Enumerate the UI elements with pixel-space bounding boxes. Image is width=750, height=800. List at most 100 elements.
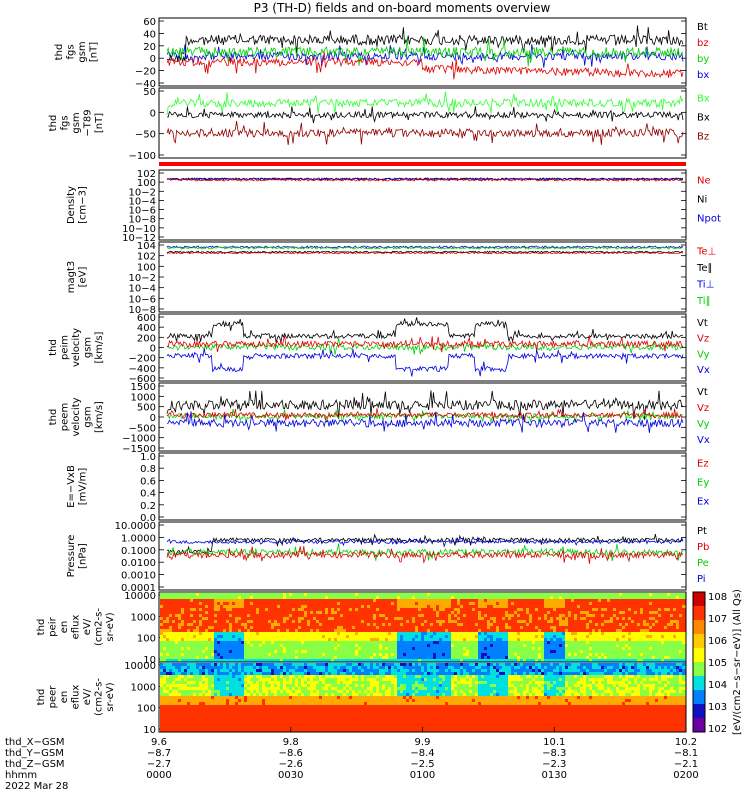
spectrogram-cell [667, 632, 671, 636]
spectrogram-cell [565, 653, 569, 657]
spectrogram-cell [454, 626, 458, 630]
spectrogram-cell [193, 596, 197, 600]
spectrogram-cell [385, 623, 389, 627]
spectrogram-cell [445, 644, 449, 648]
spectrogram-cell [481, 644, 485, 648]
spectrogram-cell [373, 647, 377, 651]
spectrogram-cell [442, 596, 446, 600]
spectrogram-cell [169, 666, 173, 670]
spectrogram-cell [646, 596, 650, 600]
spectrogram-cell [406, 608, 410, 612]
spectrogram-cell [325, 629, 329, 633]
spectrogram-cell [655, 608, 659, 612]
spectrogram-cell [382, 629, 386, 633]
spectrogram-cell [235, 720, 239, 724]
spectrogram-cell [214, 690, 218, 694]
spectrogram-cell [163, 635, 167, 639]
spectrogram-cell [499, 632, 503, 636]
spectrogram-cell [319, 611, 323, 615]
y-tick-label: 100 [137, 634, 156, 645]
spectrogram-cell [583, 593, 587, 597]
spectrogram-cell [427, 626, 431, 630]
spectrogram-cell [484, 620, 488, 624]
spectrogram-cell [583, 599, 587, 603]
spectrogram-cell [511, 623, 515, 627]
spectrogram-cell [478, 653, 482, 657]
spectrogram-cell [238, 726, 242, 730]
spectrogram-cell [256, 593, 260, 597]
spectrogram-cell [601, 629, 605, 633]
spectrogram-cell [538, 656, 542, 660]
spectrogram-cell [649, 605, 653, 609]
spectrogram-cell [319, 644, 323, 648]
spectrogram-cell [409, 629, 413, 633]
spectrogram-cell [394, 593, 398, 597]
spectrogram-cell [577, 644, 581, 648]
spectrogram-cell [496, 617, 500, 621]
spectrogram-cell [262, 653, 266, 657]
spectrogram-cell [208, 702, 212, 706]
spectrogram-cell [625, 626, 629, 630]
spectrogram-cell [523, 632, 527, 636]
spectrogram-cell [448, 629, 452, 633]
spectrogram-cell [388, 596, 392, 600]
spectrogram-cell [367, 659, 371, 663]
spectrogram-cell [232, 729, 236, 733]
spectrogram-cell [640, 644, 644, 648]
spectrogram-cell [457, 653, 461, 657]
spectrogram-cell [403, 650, 407, 654]
spectrogram-cell [211, 702, 215, 706]
spectrogram-cell [487, 629, 491, 633]
spectrogram-cell [220, 647, 224, 651]
y-tick-label: 60 [143, 17, 156, 28]
spectrogram-cell [655, 599, 659, 603]
spectrogram-cell [514, 635, 518, 639]
spectrogram-cell [523, 626, 527, 630]
spectrogram-cell [586, 617, 590, 621]
spectrogram-cell [454, 593, 458, 597]
spectrogram-cell [445, 605, 449, 609]
spectrogram-cell [253, 623, 257, 627]
spectrogram-cell [364, 635, 368, 639]
spectrogram-cell [289, 605, 293, 609]
spectrogram-cell [166, 708, 170, 712]
spectrogram-cell [616, 653, 620, 657]
spectrogram-cell [376, 626, 380, 630]
spectrogram-cell [301, 623, 305, 627]
spectrogram-cell [448, 659, 452, 663]
spectrogram-cell [472, 593, 476, 597]
spectrogram-cell [382, 626, 386, 630]
spectrogram-cell [664, 596, 668, 600]
spectrogram-cell [664, 605, 668, 609]
spectrogram-cell [541, 620, 545, 624]
spectrogram-cell [463, 647, 467, 651]
spectrogram-cell [502, 632, 506, 636]
spectrogram-cell [199, 644, 203, 648]
spectrogram-cell [379, 638, 383, 642]
spectrogram-cell [646, 647, 650, 651]
spectrogram-cell [337, 608, 341, 612]
spectrogram-cell [199, 629, 203, 633]
spectrogram-cell [442, 623, 446, 627]
spectrogram-cell [643, 617, 647, 621]
spectrogram-cell [379, 641, 383, 645]
spectrogram-cell [481, 602, 485, 606]
spectrogram-cell [361, 629, 365, 633]
spectrogram-cell [175, 644, 179, 648]
spectrogram-cell [583, 644, 587, 648]
spectrogram-cell [241, 714, 245, 718]
spectrogram-cell [184, 684, 188, 688]
spectrogram-cell [340, 632, 344, 636]
spectrogram-cell [502, 647, 506, 651]
spectrogram-cell [451, 608, 455, 612]
spectrogram-cell [370, 608, 374, 612]
spectrogram-cell [259, 611, 263, 615]
spectrogram-cell [652, 611, 656, 615]
spectrogram-cell [223, 641, 227, 645]
spectrogram-cell [439, 638, 443, 642]
spectrogram-cell [436, 647, 440, 651]
spectrogram-cell [622, 608, 626, 612]
spectrogram-cell [514, 602, 518, 606]
spectrogram-cell [199, 620, 203, 624]
spectrogram-cell [514, 650, 518, 654]
